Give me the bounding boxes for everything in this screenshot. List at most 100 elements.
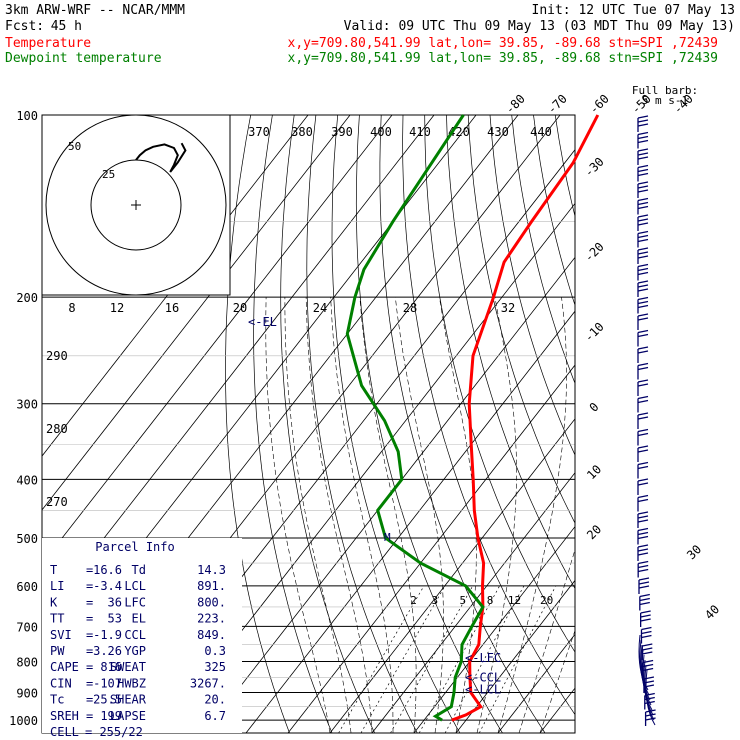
mixing-ratio-line (338, 585, 425, 733)
dry-adiabat (664, 115, 740, 733)
wind-barb-feather (637, 115, 649, 119)
wind-barb-feather (637, 412, 649, 416)
pressure-label-100: 100 (16, 109, 38, 123)
wind-barb-feather (637, 267, 649, 272)
parcel-value: 20. (204, 693, 226, 707)
wind-barb-feather (637, 255, 649, 259)
speed-tick-label: 20 (233, 301, 247, 315)
parcel-value: 849. (197, 628, 226, 642)
isotherm-label: 40 (702, 602, 722, 622)
wind-barb-feather (637, 346, 649, 350)
parcel-value: 36 (108, 595, 122, 609)
init-time: Init: 12 UTC Tue 07 May 13 (532, 3, 736, 18)
wind-barb-feather (637, 304, 649, 309)
hodograph-trace (135, 142, 187, 173)
dry-adiabat (306, 115, 418, 733)
parcel-eq: = (86, 644, 93, 658)
wind-barb-feather (645, 669, 656, 726)
temperature-location: x,y=709.80,541.99 lat,lon= 39.85, -89.68… (288, 36, 718, 51)
parcel-key: K (50, 595, 58, 609)
moist-adiabat (265, 297, 331, 733)
moist-adiabat (330, 297, 394, 733)
moist-adiabat (497, 297, 567, 733)
parcel-key: SREH (50, 709, 79, 723)
wind-barb-feather (637, 527, 649, 532)
parcel-value: 3267. (190, 676, 226, 690)
parcel-key: CAPE (50, 660, 79, 674)
moist-adiabat (539, 629, 575, 733)
wind-barb-feather (639, 597, 650, 602)
parcel-value: 25.5 (93, 693, 122, 707)
mixing-ratio-line (444, 585, 525, 733)
moist-adiabat (305, 297, 373, 733)
parcel-key: SHEAR (110, 693, 147, 707)
parcel-value: 325 (204, 660, 226, 674)
wind-barb-feather (637, 399, 649, 404)
theta-label: 380 (291, 125, 313, 139)
parcel-eq: = (86, 676, 93, 690)
wind-barb-feather (637, 185, 649, 189)
parcel-value: 816 (100, 660, 122, 674)
wind-barb-feather (638, 568, 649, 573)
wind-barb-feather (638, 560, 649, 565)
dry-adiabat (355, 115, 503, 733)
wind-barb-feather (637, 395, 649, 400)
isotherm-label: -20 (582, 240, 607, 265)
level-marker: <-LFC (465, 651, 501, 665)
wind-barb-feather (637, 238, 649, 243)
isotherm (245, 310, 575, 733)
parcel-key: SVI (50, 628, 72, 642)
wind-barb-feather (637, 205, 649, 210)
isotherm-label: 20 (584, 522, 604, 542)
parcel-key: LAPSE (110, 709, 146, 723)
parcel-key: LCL (124, 579, 146, 593)
isotherm (497, 633, 575, 733)
parcel-key: Tc (50, 693, 64, 707)
wind-barb-feather (641, 630, 652, 635)
temperature-line (451, 114, 600, 722)
wind-barb-feather (637, 465, 649, 470)
isotherm (371, 472, 575, 733)
parcel-value: 3.26 (93, 644, 122, 658)
parcel-value: 6.7 (204, 709, 226, 723)
wind-barb-feather (637, 189, 649, 193)
wind-barb-feather (637, 168, 649, 173)
mixing-ratio-label: 3 (432, 594, 439, 607)
wind-barb-feather (637, 461, 649, 466)
full-barb-unit: 5 m s-1 (642, 94, 688, 107)
parcel-value: 223. (197, 612, 226, 626)
wind-barb-feather (642, 647, 653, 651)
isotherm (42, 115, 435, 619)
isotherm-label: 30 (684, 542, 704, 562)
wind-barb-feather (637, 172, 649, 177)
wind-barb-feather (645, 717, 656, 721)
dry-adiabat-label: 270 (46, 495, 68, 509)
dry-adiabat (379, 115, 546, 733)
wind-barb-feather (637, 280, 649, 284)
wind-barb-feather (637, 131, 649, 136)
wind-barb-feather (637, 416, 649, 420)
level-marker: <-CCL (465, 670, 501, 684)
theta-label: 410 (409, 125, 431, 139)
sounding-profiles: <-EL <-LFC <-CCL<-LCL M (248, 114, 600, 722)
hodograph-ring-50 (45, 114, 227, 296)
wind-barb-feather (638, 581, 650, 585)
wind-barb-feather (637, 234, 649, 239)
isotherm (42, 115, 351, 511)
isotherm (287, 364, 575, 733)
dry-adiabat (253, 115, 333, 733)
wind-barb-feather (637, 445, 649, 449)
wind-barb-feather (637, 515, 649, 519)
wind-barb-feather (637, 313, 649, 317)
wind-barb-feather (637, 494, 649, 499)
wind-barb-feather (637, 333, 649, 338)
wind-barb-feather (637, 300, 649, 305)
pressure-label-500: 500 (16, 532, 38, 546)
wind-barb-feather (637, 139, 649, 144)
wind-barb-feather (637, 251, 649, 255)
hodograph-ring-label: 25 (102, 168, 115, 181)
isotherm-label: -30 (582, 155, 607, 180)
isotherm-label: 10 (584, 462, 604, 482)
parcel-key: HWBZ (117, 676, 146, 690)
wind-barb-feather (637, 284, 649, 288)
